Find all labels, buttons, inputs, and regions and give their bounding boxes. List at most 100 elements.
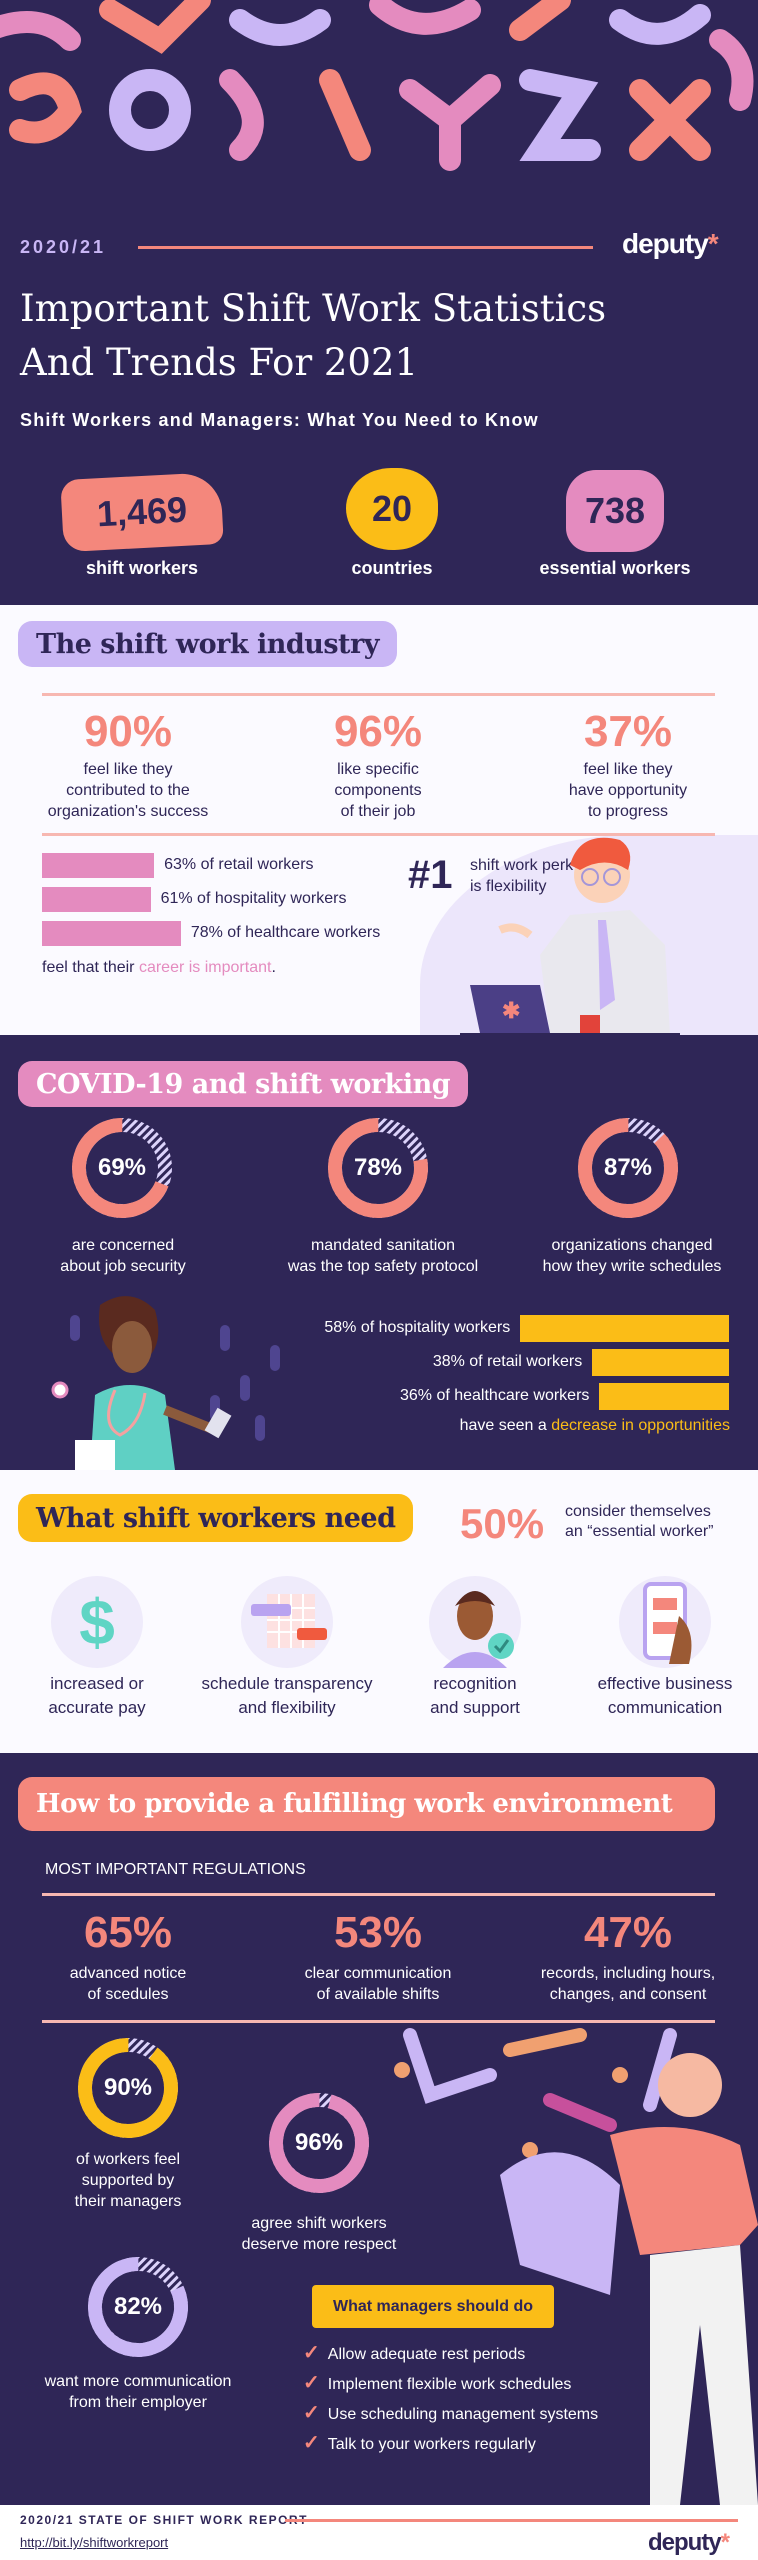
essential-stat-text: consider themselves an “essential worker” [565, 1503, 714, 1540]
industry-section: The shift work industry 90% 96% 37% feel… [0, 605, 758, 1035]
stat-value: 37% [583, 707, 673, 756]
donut-fill [328, 1118, 428, 1218]
donut-description: agree shift workers deserve more respect [241, 2215, 397, 2253]
bar-label: 63% of retail workers [164, 856, 314, 873]
stat-value: 96% [333, 707, 423, 756]
donut-description: organizations changed how they write sche… [542, 1237, 722, 1275]
header-section: 2020/21 deputy* Important Shift Work Sta… [0, 0, 758, 605]
donut-value: 78% [353, 1154, 403, 1181]
environment-section: How to provide a fulfilling work environ… [0, 1753, 758, 2505]
regulation-value: 47% [583, 1908, 673, 1957]
regulation-value: 65% [83, 1908, 173, 1957]
bar-label: 36% of healthcare workers [399, 1387, 590, 1404]
regulation-description: advanced notice of scedules [69, 1965, 187, 2003]
page-subtitle: Shift Workers and Managers: What You Nee… [20, 410, 539, 430]
donut-value: 87% [603, 1154, 653, 1181]
regulation-description: records, including hours, changes, and co… [540, 1965, 716, 2003]
donut-chart: 96% [259, 2083, 379, 2203]
check-icon: ✓ [303, 2402, 320, 2424]
bar [599, 1383, 729, 1410]
check-icon: ✓ [303, 2432, 320, 2454]
donut-chart: 69% [62, 1108, 182, 1228]
deputy-logo[interactable]: deputy* [648, 2529, 730, 2556]
donut-description: want more communication from their employ… [44, 2373, 232, 2411]
divider [42, 833, 715, 836]
covid-section: COVID-19 and shift working 69% 78% 87% a… [0, 1035, 758, 1470]
bar-label: 61% of hospitality workers [160, 890, 347, 907]
manager-tip: ✓ Use scheduling management systems [303, 2402, 599, 2424]
recognition-icon [429, 1576, 521, 1668]
need-label: effective business communication [597, 1674, 733, 1717]
bar [42, 921, 181, 946]
regulation-description: clear communication of available shifts [304, 1965, 452, 2003]
section-title: How to provide a fulfilling work environ… [18, 1777, 715, 1831]
section-title: COVID-19 and shift working [18, 1061, 469, 1107]
donut-description: mandated sanitation was the top safety pr… [287, 1237, 479, 1275]
stat-blob-shift-workers: 1,469 [60, 471, 224, 553]
bar [592, 1349, 729, 1376]
bar-label: 78% of healthcare workers [190, 924, 381, 941]
stat-blob-essential-workers: 738 [566, 470, 664, 552]
need-label: schedule transparency and flexibility [201, 1674, 373, 1717]
phone-chat-icon [619, 1576, 711, 1668]
divider [42, 2020, 715, 2023]
bar [42, 887, 151, 912]
stat-label: shift workers [85, 558, 199, 578]
donut-chart: 78% [318, 1108, 438, 1228]
page-title: Important Shift Work Statistics And Trend… [20, 287, 607, 384]
section-title: The shift work industry [18, 621, 397, 667]
bar-label: 58% of hospitality workers [324, 1319, 511, 1336]
divider [42, 693, 715, 696]
stat-blob-countries: 20 [346, 468, 438, 550]
stat-label: essential workers [539, 558, 691, 578]
stat-label: countries [351, 558, 433, 578]
decorative-squiggles [0, 0, 754, 171]
donut-chart: 90% [68, 2028, 188, 2148]
regulations-heading: MOST IMPORTANT REGULATIONS [45, 1861, 306, 1878]
manager-tip: ✓ Talk to your workers regularly [303, 2432, 536, 2454]
report-year: 2020/21 [20, 237, 107, 257]
essential-stat-value: 50% [460, 1500, 545, 1547]
donut-description: are concerned about job security [60, 1237, 186, 1275]
check-icon: ✓ [303, 2342, 320, 2364]
career-footnote: feel that their career is important. [42, 959, 276, 976]
footer-divider [285, 2519, 738, 2522]
divider [42, 1893, 715, 1896]
donut-value: 82% [113, 2293, 163, 2320]
bar [42, 853, 155, 878]
header-divider [138, 246, 593, 249]
need-label: increased or accurate pay [48, 1674, 146, 1717]
footer: 2020/21 STATE OF SHIFT WORK REPORT http:… [0, 2505, 758, 2560]
donut-description: of workers feel supported by their manager… [74, 2151, 182, 2210]
perk-text: shift work perk is flexibility [470, 857, 574, 895]
office-worker-illustration: ✱ [460, 837, 680, 1035]
manager-tip: ✓ Implement flexible work schedules [303, 2372, 572, 2394]
bar [520, 1315, 729, 1342]
check-icon: ✓ [303, 2372, 320, 2394]
svg-text:✱: ✱ [502, 998, 520, 1023]
managers-title: What managers should do [312, 2285, 554, 2328]
need-label: recognition and support [430, 1674, 520, 1717]
stat-description: feel like they have opportunity to progres… [568, 761, 688, 820]
dollar-icon: $ [51, 1576, 143, 1668]
stat-description: like specific components of their job [334, 761, 422, 820]
deputy-logo[interactable]: deputy* [622, 228, 719, 259]
donut-chart: 87% [568, 1108, 688, 1228]
manager-illustration [394, 2028, 758, 2505]
nurse-illustration [51, 1296, 280, 1470]
needs-section: What shift workers need 50% consider the… [0, 1470, 758, 1753]
section-title: What shift workers need [18, 1494, 414, 1542]
donut-chart: 82% [78, 2247, 198, 2367]
logo-asterisk-icon: * [720, 2529, 730, 2556]
report-link[interactable]: http://bit.ly/shiftworkreport [20, 2535, 169, 2550]
calendar-icon [241, 1576, 333, 1668]
manager-tip: ✓ Allow adequate rest periods [303, 2342, 526, 2364]
bar-label: 38% of retail workers [432, 1353, 583, 1370]
opportunities-footnote: have seen a decrease in opportunities [459, 1417, 730, 1434]
donut-value: 96% [294, 2129, 344, 2156]
perk-rank: #1 [408, 853, 453, 897]
donut-value: 90% [103, 2074, 153, 2101]
donut-value: 69% [97, 1154, 147, 1181]
stat-description: feel like they contributed to the organiza… [47, 761, 209, 820]
regulation-value: 53% [333, 1908, 423, 1957]
